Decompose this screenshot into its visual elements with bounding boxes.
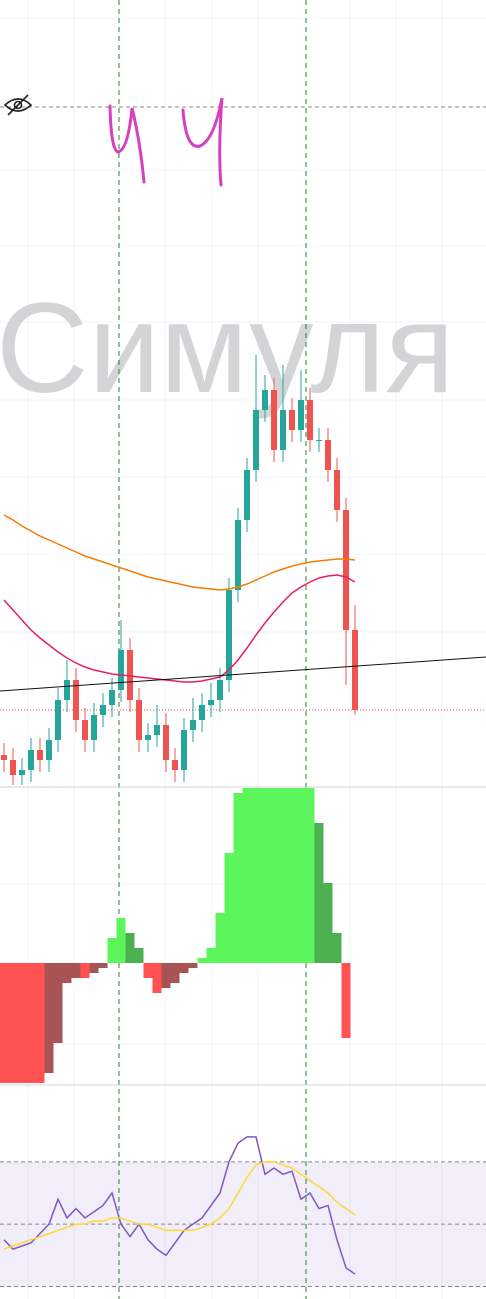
candle-body (352, 630, 358, 710)
watermark: Симуля (0, 277, 455, 420)
histogram-bar (305, 788, 315, 963)
histogram-bar (26, 963, 36, 1083)
histogram-bar (62, 963, 72, 983)
histogram-bar (206, 948, 216, 963)
histogram-bar (179, 963, 189, 973)
histogram-bar (89, 963, 99, 973)
histogram-bar (332, 933, 342, 963)
candle-body (154, 725, 160, 735)
candle-body (271, 390, 277, 450)
histogram-bar (134, 948, 144, 963)
histogram-bar (8, 963, 18, 1083)
candle-body (1, 755, 7, 760)
candle-body (262, 390, 268, 410)
candle-body (55, 700, 61, 740)
candle-body (100, 705, 106, 715)
candle-body (163, 725, 169, 760)
histogram-bar (323, 883, 333, 963)
histogram-bar (0, 963, 9, 1083)
candle-body (145, 735, 151, 740)
candle-body (127, 650, 133, 700)
histogram-bar (251, 788, 261, 963)
line (3, 574, 356, 683)
candle-body (334, 470, 340, 510)
candle-body (28, 750, 34, 770)
candle-body (19, 770, 25, 775)
candle-body (136, 700, 142, 740)
histogram-bar (98, 963, 108, 968)
histogram-bar (242, 788, 252, 963)
candle-body (37, 750, 43, 760)
candle-body (280, 410, 286, 450)
histogram-bar (278, 788, 288, 963)
histogram-bar (17, 963, 27, 1083)
candle-body (226, 590, 232, 680)
candle-body (307, 400, 313, 440)
candle-body (343, 510, 349, 630)
histogram-bar (125, 933, 135, 963)
histogram-bar (287, 788, 297, 963)
candle-body (253, 410, 259, 470)
histogram-bar (233, 793, 243, 963)
candle-body (109, 690, 115, 705)
candle-body (64, 680, 70, 700)
candle-body (316, 440, 322, 441)
histogram-bar (71, 963, 81, 978)
candle-body (208, 700, 214, 705)
marks (0, 355, 486, 1288)
histogram-bar (215, 913, 225, 963)
candle-body (244, 470, 250, 520)
handwriting (108, 97, 224, 187)
histogram-bar (143, 963, 153, 978)
histogram-bar (170, 963, 180, 983)
histogram-bar (80, 963, 90, 978)
candle-body (298, 400, 304, 430)
candle-body (199, 705, 205, 720)
histogram-bar (188, 963, 198, 968)
histogram-bar (44, 963, 54, 1073)
histogram-bar (314, 823, 324, 963)
histogram-bar (53, 963, 63, 1043)
histogram-bar (341, 963, 351, 1038)
candle-body (289, 410, 295, 430)
candle-body (73, 680, 79, 720)
candle-body (172, 760, 178, 770)
histogram-bar (197, 958, 207, 963)
histogram-bar (152, 963, 162, 993)
candle-body (91, 715, 97, 740)
candle-body (181, 730, 187, 770)
eye-icon[interactable] (3, 94, 33, 116)
candle-body (82, 720, 88, 740)
histogram-bar (35, 963, 45, 1083)
histogram-bar (296, 788, 306, 963)
line (3, 1161, 356, 1250)
histogram-bar (224, 853, 234, 963)
candle-body (217, 680, 223, 700)
line (3, 1136, 356, 1275)
histogram-bar (116, 918, 126, 963)
histogram-bar (260, 788, 270, 963)
candle-body (235, 520, 241, 590)
candle-body (190, 720, 196, 730)
line (3, 514, 356, 591)
trend-line (0, 656, 486, 692)
candle-body (46, 740, 52, 760)
candle-body (10, 760, 16, 775)
histogram-bar (107, 938, 117, 963)
histogram-bar (269, 788, 279, 963)
histogram-bar (161, 963, 171, 988)
candle-body (325, 440, 331, 470)
candle-body (118, 650, 124, 690)
